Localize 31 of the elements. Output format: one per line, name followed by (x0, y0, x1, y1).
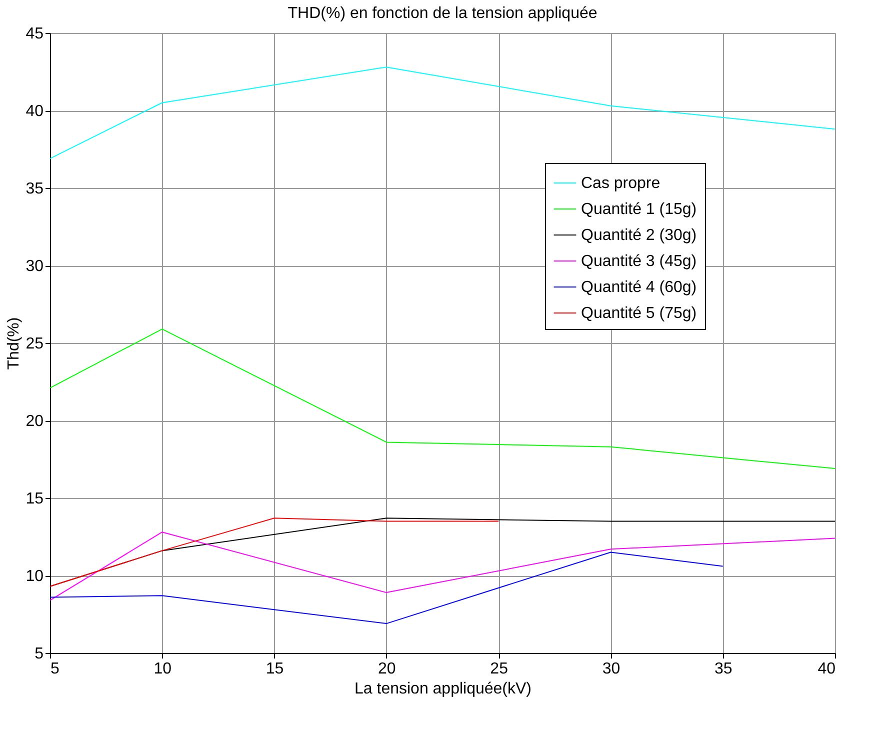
legend-label: Quantité 4 (60g) (581, 279, 697, 296)
y-tick-label: 5 (34, 646, 44, 662)
y-tick-label: 15 (26, 490, 44, 508)
line-series (50, 66, 836, 160)
legend-label: Quantité 5 (75g) (581, 305, 697, 322)
chart-title: THD(%) en fonction de la tension appliquée (288, 5, 598, 22)
line-series (50, 518, 500, 587)
x-tick-label: 5 (50, 660, 60, 678)
legend-label: Cas propre (581, 175, 660, 192)
y-tick-label: 10 (26, 568, 44, 585)
x-tick-label: 10 (154, 660, 172, 678)
line-series (50, 532, 836, 601)
x-tick-label: 25 (490, 660, 508, 678)
x-tick-label: 20 (378, 660, 396, 678)
legend-label: Quantité 3 (45g) (581, 253, 697, 270)
legend-label: Quantité 1 (15g) (581, 201, 697, 218)
y-tick-label: 40 (26, 103, 44, 120)
legend-label: Quantité 2 (30g) (581, 227, 697, 244)
x-tick-label: 35 (714, 660, 732, 678)
y-tick-label: 30 (26, 258, 44, 275)
x-axis-title: La tension appliquée(kV) (354, 680, 532, 698)
line-series (50, 552, 724, 624)
y-tick-label: 35 (26, 180, 44, 198)
x-tick-label: 30 (602, 660, 620, 678)
y-tick-label: 45 (26, 26, 44, 42)
x-tick-label: 40 (818, 660, 836, 678)
x-tick-label: 15 (266, 660, 284, 678)
y-tick-label: 25 (26, 336, 44, 352)
line-series (50, 328, 836, 470)
y-axis-title: Thd(%) (6, 317, 23, 370)
y-tick-label: 20 (26, 413, 44, 430)
